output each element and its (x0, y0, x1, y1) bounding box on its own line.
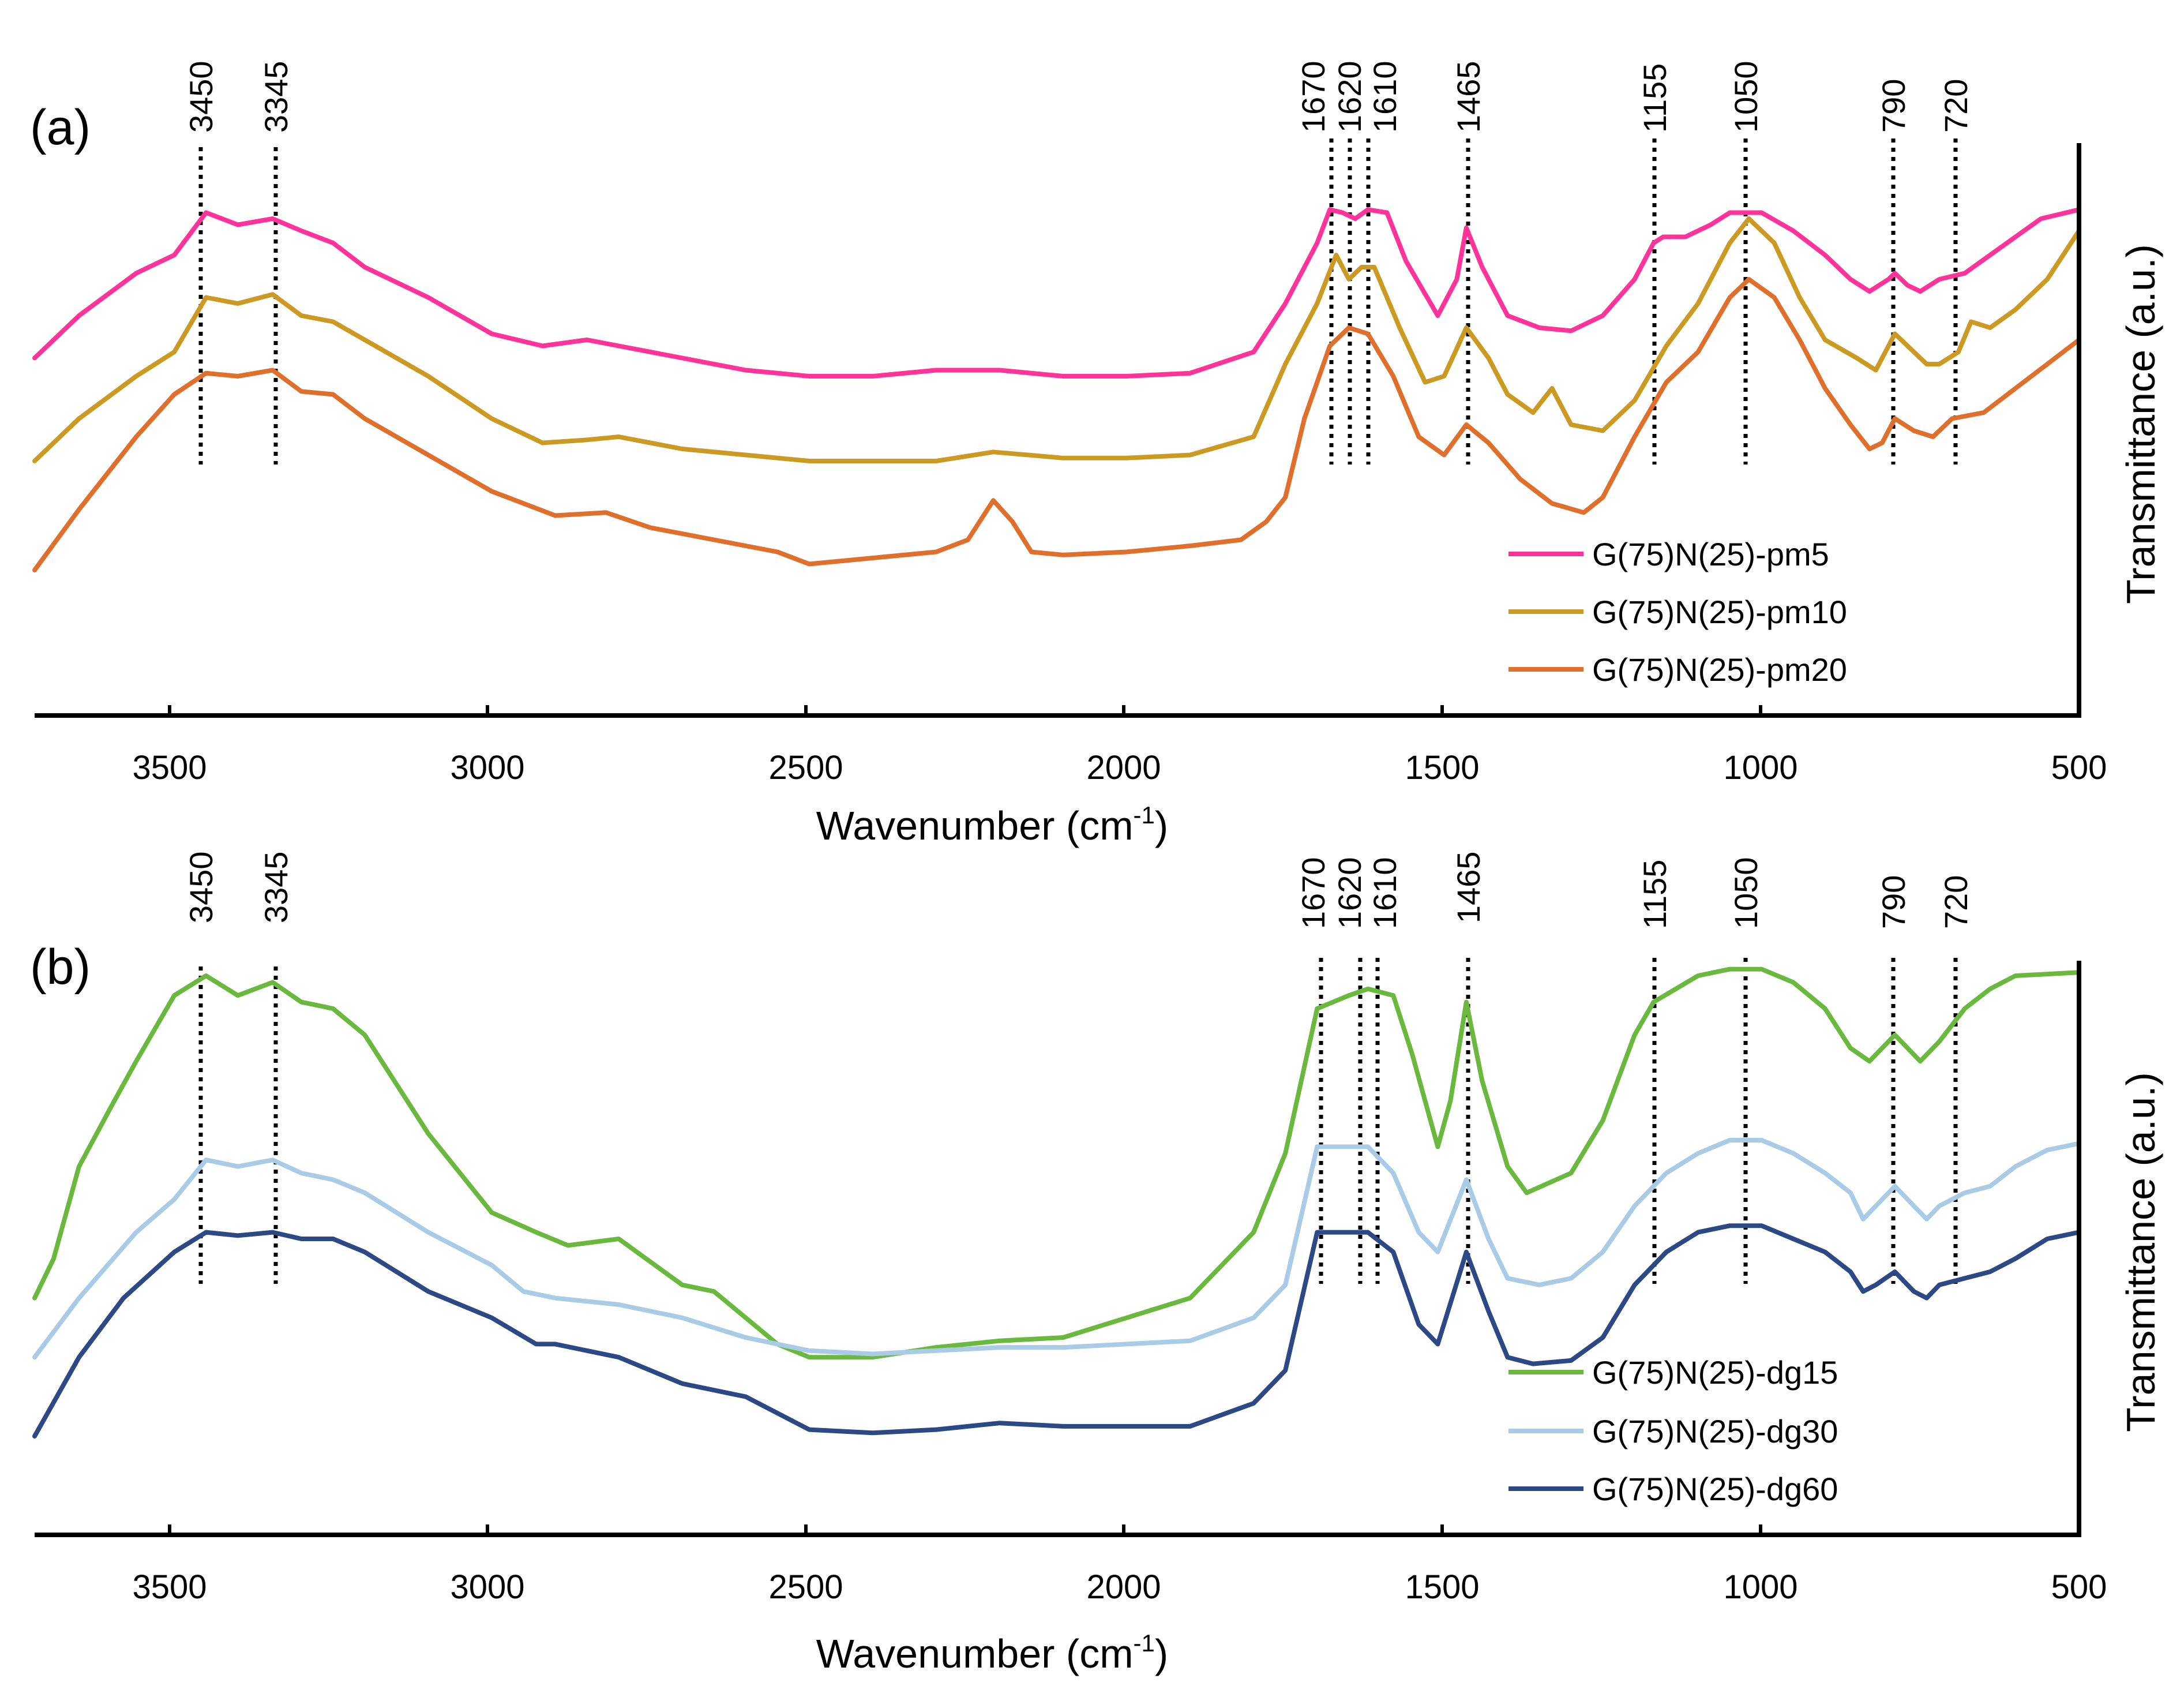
legend-label-dg60: G(75)N(25)-dg60 (1592, 1471, 1838, 1507)
peak-label-1465: 1465 (1450, 851, 1487, 923)
peak-label-1155: 1155 (1637, 63, 1673, 133)
x-tick-label: 3000 (450, 749, 524, 786)
x-title-main: Wavenumber (cm (816, 1631, 1134, 1676)
peak-label-3450: 3450 (183, 61, 219, 133)
panel-b-series-group (32, 966, 2081, 1438)
peak-label-790: 790 (1875, 875, 1912, 929)
x-tick-label: 3500 (132, 1568, 207, 1606)
panel-b: (b) 3450 3345 1670 1620 1610 1465 1155 1… (30, 851, 2163, 1676)
panel-a-x-axis-title: Wavenumber (cm-1) (816, 801, 1168, 848)
peak-label-1155: 1155 (1637, 860, 1673, 929)
panel-a-x-ticks (168, 705, 2081, 715)
peak-label-1620: 1620 (1331, 857, 1368, 929)
x-tick-label: 2000 (1086, 749, 1161, 786)
peak-label-790: 790 (1875, 79, 1912, 133)
x-tick-label: 2500 (768, 1568, 843, 1606)
x-tick-label: 2000 (1086, 1568, 1161, 1606)
panel-b-x-axis-title: Wavenumber (cm-1) (816, 1629, 1168, 1676)
panel-a-legend: G(75)N(25)-pm5 G(75)N(25)-pm10 G(75)N(25… (1508, 536, 1847, 688)
x-tick-label: 1500 (1405, 749, 1479, 786)
x-tick-label: 500 (2051, 749, 2107, 786)
panel-a-peak-labels: 3450 3345 1670 1620 1610 1465 1155 1050 … (183, 61, 1974, 133)
panel-b-peak-markers (198, 958, 1958, 1284)
peak-label-1610: 1610 (1367, 857, 1403, 929)
peak-label-3345: 3345 (258, 61, 294, 133)
peak-label-1670: 1670 (1295, 857, 1331, 929)
x-title-close: ) (1155, 1631, 1168, 1676)
peak-label-1050: 1050 (1728, 857, 1764, 929)
panel-b-x-ticks (168, 1524, 2081, 1535)
panel-a-series-group (32, 207, 2081, 572)
x-tick-label: 1500 (1405, 1568, 1479, 1606)
x-title-main: Wavenumber (cm (816, 803, 1134, 848)
x-title-sup: -1 (1134, 801, 1155, 829)
x-tick-label: 3500 (132, 749, 207, 786)
legend-label-pm5: G(75)N(25)-pm5 (1592, 536, 1829, 572)
panel-b-label: (b) (30, 939, 91, 995)
x-tick-label: 2500 (768, 749, 843, 786)
panel-a-label: (a) (30, 100, 91, 155)
panel-b-y-axis-title: Transmittance (a.u.) (2118, 1072, 2163, 1432)
legend-label-pm10: G(75)N(25)-pm10 (1592, 594, 1847, 630)
x-tick-label: 500 (2051, 1568, 2107, 1606)
panel-b-legend: G(75)N(25)-dg15 G(75)N(25)-dg30 G(75)N(2… (1508, 1354, 1838, 1507)
peak-label-1620: 1620 (1331, 61, 1368, 133)
legend-label-dg15: G(75)N(25)-dg15 (1592, 1354, 1838, 1391)
panel-b-x-tick-labels: 3500 3000 2500 2000 1500 1000 500 (132, 1568, 2107, 1606)
peak-label-720: 720 (1938, 79, 1974, 133)
series-line-g-75-n-25-pm20 (32, 277, 2081, 572)
peak-label-1610: 1610 (1367, 61, 1403, 133)
x-tick-label: 1000 (1723, 749, 1798, 786)
peak-label-1465: 1465 (1450, 61, 1487, 133)
peak-label-3450: 3450 (183, 851, 219, 923)
peak-label-1050: 1050 (1728, 61, 1764, 133)
peak-label-1670: 1670 (1295, 61, 1331, 133)
peak-label-3345: 3345 (258, 851, 294, 923)
legend-label-dg30: G(75)N(25)-dg30 (1592, 1413, 1838, 1449)
legend-label-pm20: G(75)N(25)-pm20 (1592, 651, 1847, 688)
panel-a-x-tick-labels: 3500 3000 2500 2000 1500 1000 500 (132, 749, 2107, 786)
panel-a: (a) 3450 3345 1670 1620 1610 1465 1155 1… (30, 61, 2163, 848)
x-title-sup: -1 (1134, 1629, 1155, 1657)
x-title-close: ) (1155, 803, 1168, 848)
series-line-g-75-n-25-pm5 (32, 207, 2081, 379)
x-tick-label: 1000 (1723, 1568, 1798, 1606)
series-line-g-75-n-25-dg15 (32, 966, 2081, 1360)
panel-a-peak-markers (198, 138, 1958, 464)
x-tick-label: 3000 (450, 1568, 524, 1606)
panel-b-peak-labels: 3450 3345 1670 1620 1610 1465 1155 1050 … (183, 851, 1974, 929)
series-line-g-75-n-25-dg30 (32, 1138, 2081, 1360)
series-line-g-75-n-25-dg60 (32, 1223, 2081, 1438)
series-line-g-75-n-25-pm10 (32, 216, 2081, 463)
panel-a-y-axis-title: Transmittance (a.u.) (2118, 244, 2163, 604)
peak-label-720: 720 (1938, 875, 1974, 929)
